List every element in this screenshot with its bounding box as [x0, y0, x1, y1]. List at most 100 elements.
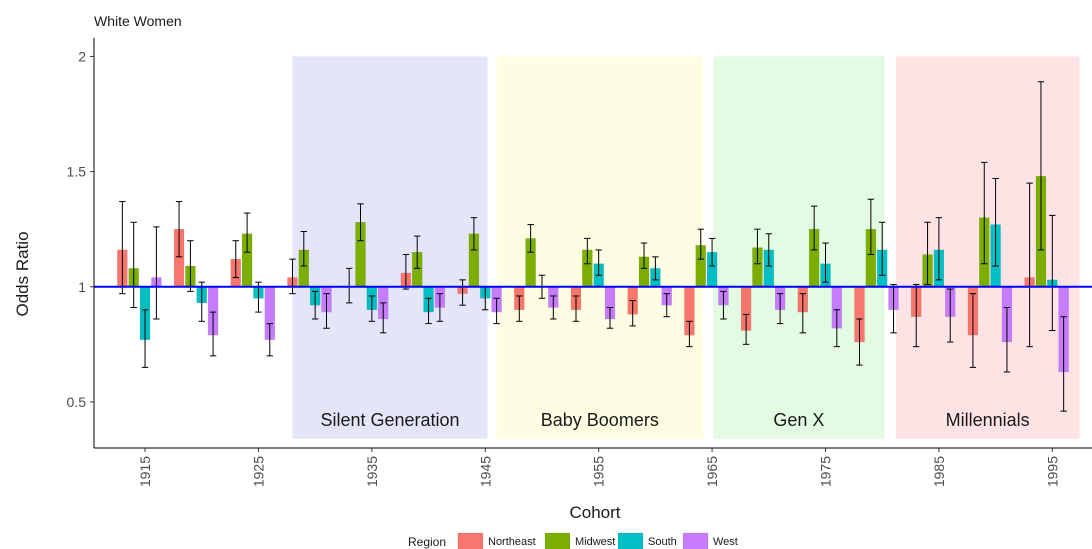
- x-tick-label: 1935: [364, 456, 380, 487]
- error-bar-midwest: [697, 228, 704, 260]
- error-bar-midwest: [810, 205, 818, 251]
- legend: Region Northeast Midwest South West: [408, 532, 738, 549]
- era-band-gen-x: [713, 56, 885, 439]
- error-bar-northeast: [1026, 182, 1033, 348]
- x-tick-label: 1925: [250, 456, 266, 487]
- y-tick-label: 0.5: [67, 394, 87, 410]
- x-axis-title: Cohort: [569, 503, 620, 522]
- error-bar-northeast: [459, 279, 466, 306]
- error-bars: [119, 81, 1067, 412]
- error-bar-west: [266, 323, 273, 357]
- error-bar-northeast: [402, 254, 410, 290]
- error-bar-south: [992, 178, 999, 267]
- error-bar-midwest: [1037, 81, 1045, 251]
- facet-title: White Women: [94, 13, 182, 29]
- error-bar-northeast: [345, 267, 353, 304]
- error-bar-midwest: [640, 242, 648, 269]
- error-bar-west: [1003, 306, 1011, 373]
- x-tick-label: 1945: [477, 456, 493, 487]
- error-bar-west: [436, 293, 444, 322]
- x-tick-label: 1995: [1044, 456, 1060, 487]
- y-tick-label: 1.5: [67, 164, 87, 180]
- error-bar-south: [368, 295, 376, 322]
- legend-label: Northeast: [488, 536, 536, 548]
- error-bar-south: [1049, 214, 1056, 332]
- error-bar-south: [822, 242, 829, 283]
- error-bar-midwest: [300, 230, 308, 267]
- legend-label: South: [648, 536, 677, 548]
- error-bar-midwest: [754, 228, 761, 265]
- error-bar-midwest: [414, 235, 421, 269]
- error-bar-northeast: [799, 293, 807, 334]
- x-tick-label: 1975: [817, 456, 833, 487]
- error-bar-south: [878, 221, 886, 276]
- error-bar-northeast: [856, 318, 863, 366]
- error-bar-west: [663, 293, 670, 318]
- error-bar-northeast: [232, 240, 239, 279]
- error-bar-south: [198, 281, 205, 322]
- error-bar-northeast: [742, 313, 750, 345]
- error-bar-south: [311, 290, 319, 320]
- error-bar-midwest: [130, 221, 137, 308]
- error-bar-northeast: [686, 320, 693, 348]
- error-bar-midwest: [867, 198, 875, 256]
- era-label: Millennials: [946, 410, 1030, 430]
- error-bar-west: [379, 302, 387, 334]
- era-label: Gen X: [773, 410, 824, 430]
- error-bar-west: [153, 226, 160, 320]
- error-bar-midwest: [981, 161, 988, 265]
- error-bar-west: [776, 293, 784, 325]
- legend-swatch-northeast: [457, 532, 484, 549]
- error-bar-northeast: [175, 201, 183, 258]
- era-labels: Silent Generation Baby Boomers Gen X Millen…: [320, 410, 1029, 430]
- legend-swatch-midwest: [544, 532, 571, 549]
- error-bar-northeast: [516, 295, 523, 322]
- era-band-silent-generation: [292, 56, 488, 439]
- error-bar-south: [595, 249, 602, 276]
- error-bar-west: [606, 306, 614, 329]
- legend-swatch-south: [617, 532, 644, 549]
- x-tick-label: 1985: [931, 456, 947, 487]
- error-bar-west: [890, 283, 897, 334]
- error-bar-midwest: [924, 221, 931, 285]
- error-bar-northeast: [913, 283, 920, 348]
- x-tick-label: 1965: [704, 456, 720, 487]
- error-bar-midwest: [357, 203, 364, 242]
- x-tick-label: 1955: [591, 456, 607, 487]
- error-bar-midwest: [243, 212, 251, 253]
- error-bar-south: [141, 309, 149, 368]
- error-bar-west: [493, 297, 500, 325]
- error-bar-northeast: [969, 293, 977, 368]
- error-bar-midwest: [527, 224, 534, 253]
- error-bar-south: [765, 233, 772, 267]
- y-tick-label: 2: [78, 48, 86, 64]
- error-bar-south: [935, 217, 943, 281]
- error-bar-west: [833, 309, 841, 348]
- error-bar-west: [720, 290, 727, 320]
- axes: 0.5 1 1.5 2 1915 1925 1935 1945 1955 1965 1975 1985…: [67, 38, 1092, 487]
- error-bar-west: [323, 293, 330, 329]
- error-bar-south: [652, 256, 659, 281]
- y-axis-title: Odds Ratio: [13, 231, 32, 316]
- x-tick-label: 1915: [137, 456, 153, 487]
- error-bar-northeast: [289, 258, 296, 295]
- legend-label: West: [713, 536, 738, 548]
- legend-title: Region: [408, 535, 446, 549]
- error-bar-northeast: [572, 295, 580, 322]
- error-bar-northeast: [629, 300, 636, 327]
- y-tick-label: 1: [78, 279, 86, 295]
- legend-swatch-west: [682, 532, 709, 549]
- era-label: Baby Boomers: [541, 410, 659, 430]
- error-bar-west: [550, 295, 557, 320]
- error-bar-west: [209, 311, 217, 357]
- error-bar-midwest: [187, 240, 194, 292]
- error-bar-midwest: [584, 237, 591, 265]
- era-label: Silent Generation: [320, 410, 459, 430]
- error-bar-south: [425, 297, 432, 325]
- error-bar-south: [708, 237, 716, 267]
- error-bar-west: [947, 288, 954, 343]
- error-bar-west: [1060, 316, 1067, 412]
- legend-label: Midwest: [575, 536, 615, 548]
- era-bands: [292, 56, 1080, 439]
